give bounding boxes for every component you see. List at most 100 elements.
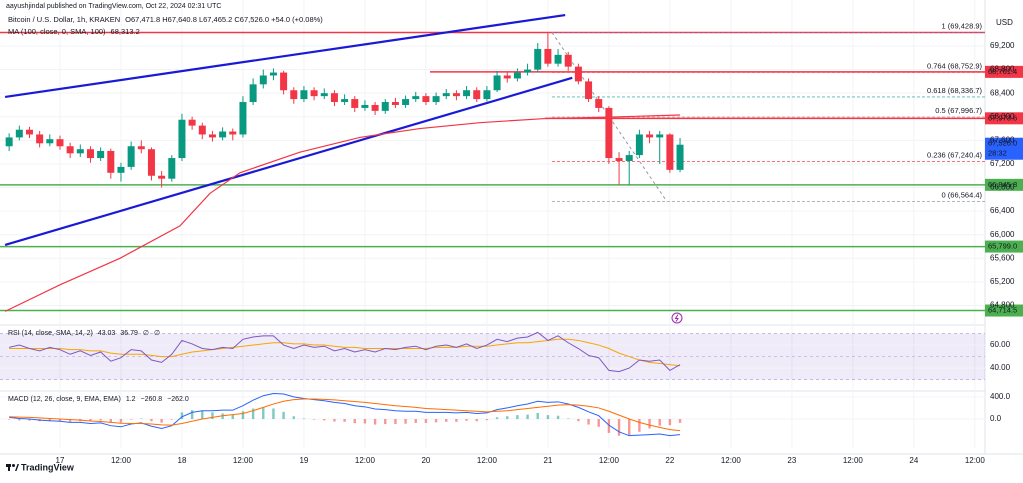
macd-histogram-bar [404, 419, 407, 424]
macd-histogram-bar [353, 419, 356, 424]
candle [76, 144, 84, 157]
candle [188, 116, 196, 130]
macd-histogram-bar [241, 411, 245, 420]
candle [615, 152, 623, 185]
price-level-tag-bg [985, 304, 1023, 317]
candle [442, 89, 450, 100]
candle-body [646, 134, 654, 138]
candle [219, 127, 227, 141]
candle-body [188, 119, 196, 126]
macd-histogram-bar [302, 418, 306, 420]
last-price-tag-bg [985, 137, 1023, 160]
x-tick-label: 12:00 [355, 456, 376, 465]
macd-histogram-bar [363, 419, 367, 424]
legend-text: MA (100, close, 0, SMA, 100) [8, 27, 106, 36]
candle [361, 100, 369, 111]
x-tick-label: 22 [665, 456, 674, 465]
tags-layer: 68,761.4 67,973.6 66,845.8 65,799.0 64,714.5… [985, 65, 1023, 317]
macd-histogram-bar [343, 419, 346, 422]
candle-body [66, 146, 74, 154]
candle-body [534, 48, 542, 70]
candle-body [249, 84, 257, 103]
currency: USD [996, 18, 1013, 27]
candle [147, 147, 155, 181]
candle [158, 171, 166, 188]
x-tick-label: 23 [787, 456, 796, 465]
candle-body [198, 125, 206, 135]
price-level-tag-bg [985, 178, 1023, 191]
countdown: 28:32 [988, 149, 1007, 158]
fib-label: 0 (66,564.4) [942, 190, 983, 199]
candle-body [86, 149, 94, 159]
candle-body [432, 96, 440, 103]
candle [117, 162, 125, 182]
x-tick-label: 12:00 [111, 456, 132, 465]
y-tick-label: 67,600 [990, 135, 1015, 144]
candle [635, 129, 643, 159]
candle-body [259, 75, 267, 85]
candle-body [452, 93, 460, 97]
x-tick-label: 20 [421, 456, 430, 465]
macd-histogram-bar [312, 419, 316, 420]
candle-body [585, 81, 593, 100]
macd-histogram-bar [201, 410, 204, 420]
candle-body [341, 99, 349, 103]
candle [341, 94, 349, 105]
macd-histogram-bar [180, 412, 184, 420]
candle [168, 155, 176, 182]
macd-histogram-bar [587, 419, 590, 425]
candle [605, 106, 613, 164]
rsi-line [9, 331, 681, 373]
candle-body [595, 99, 603, 108]
candle [371, 102, 379, 115]
candle [595, 96, 603, 113]
moving-average [4, 114, 681, 312]
candle-body [219, 131, 227, 138]
macd-histogram-bar [58, 419, 62, 422]
macd-histogram-bar [475, 419, 478, 422]
candle [208, 130, 216, 142]
macd-histogram-bar [48, 419, 52, 422]
macd-histogram-bar [414, 419, 417, 423]
price-level-tag: 64,714.5 [988, 306, 1017, 315]
fib-label: 0.5 (67,996.7) [935, 106, 982, 115]
candle [5, 133, 13, 151]
candle [280, 70, 288, 95]
candle-body [280, 72, 288, 91]
macd-histogram-bar [648, 419, 651, 429]
candle [391, 97, 399, 108]
candle [127, 141, 135, 170]
candle [422, 93, 430, 105]
macd-histogram-bar [292, 416, 295, 420]
y-tick-label: 0.0 [990, 414, 1002, 423]
macd-histogram-bar [678, 419, 682, 423]
macd-histogram-bar [445, 419, 448, 422]
candle [46, 134, 54, 147]
candle-body [412, 96, 420, 100]
candle-body [310, 90, 318, 97]
y-tick-label: 400.0 [990, 392, 1011, 401]
candle-body [168, 158, 176, 179]
legend-text: −262.0 [167, 396, 189, 403]
alert-bolt [674, 314, 679, 322]
candle [432, 92, 440, 105]
macd-histogram-bar [190, 410, 194, 420]
y-tick-label: 66,800 [990, 183, 1015, 192]
candle-body [463, 90, 471, 97]
candle [310, 87, 318, 101]
alert-icon[interactable] [671, 312, 683, 324]
logo-part [12, 464, 15, 467]
macd-histogram-bar [485, 419, 489, 421]
rsi-line [9, 338, 681, 367]
candle [666, 133, 674, 173]
candle-body [320, 93, 328, 97]
y-tick-label: 66,400 [990, 206, 1015, 215]
macd-histogram-bar [384, 419, 387, 425]
x-tick-label: 24 [909, 456, 918, 465]
legend-text: 36.79 [120, 330, 138, 337]
candle [259, 69, 267, 89]
legend-text: 43.03 [98, 330, 116, 337]
macd-histogram-bar [658, 419, 661, 426]
candle-body [422, 96, 430, 103]
alert-circle[interactable] [671, 312, 683, 324]
